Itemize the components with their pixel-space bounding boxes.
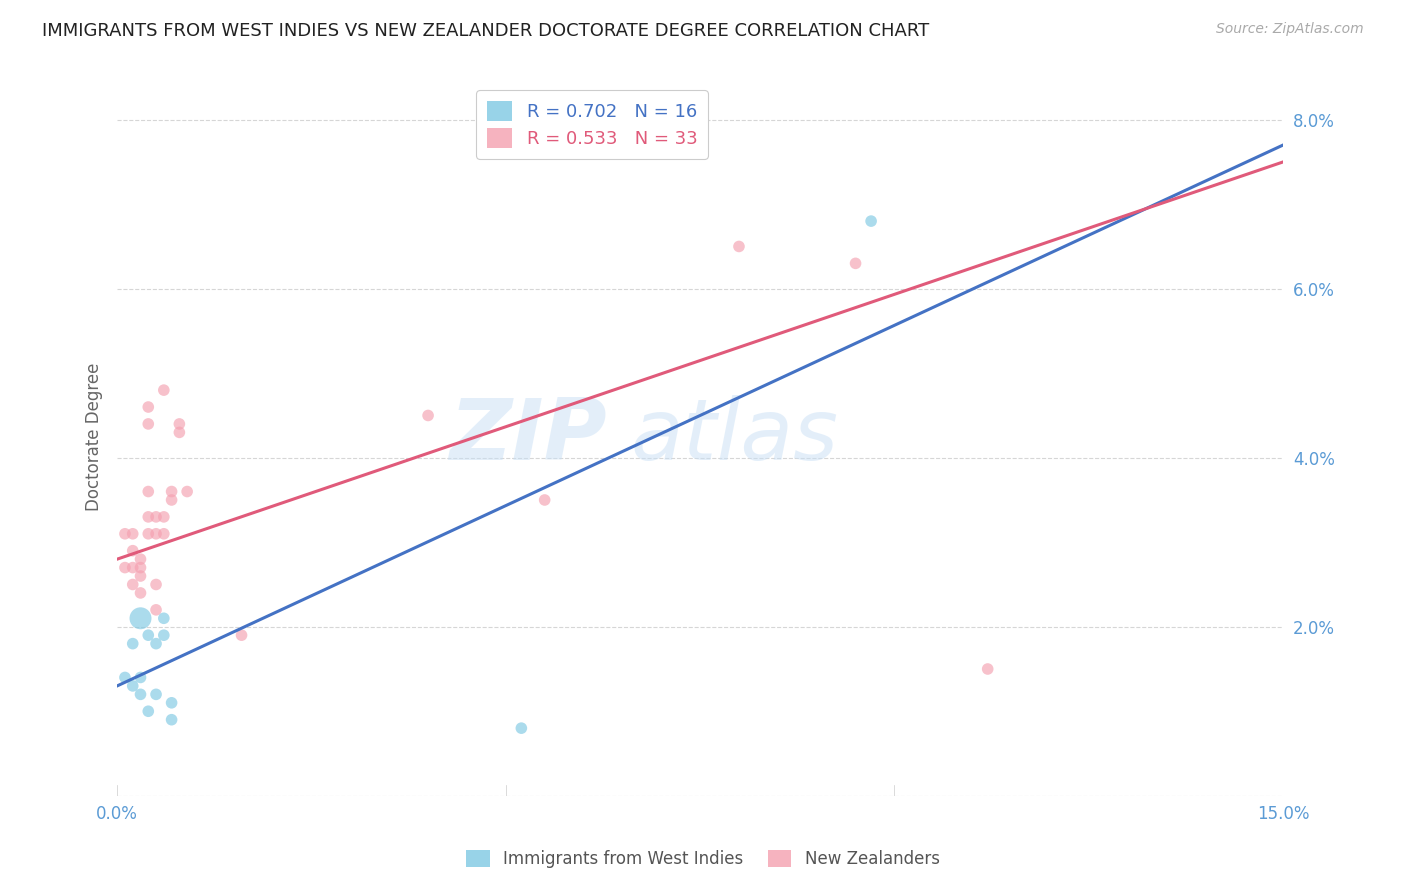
Point	[114, 526, 136, 541]
Point	[160, 696, 183, 710]
Point	[153, 509, 176, 524]
Text: Source: ZipAtlas.com: Source: ZipAtlas.com	[1216, 22, 1364, 37]
Point	[129, 586, 152, 600]
Point	[136, 628, 159, 642]
Point	[145, 526, 167, 541]
Point	[416, 409, 439, 423]
Point	[533, 493, 555, 508]
Point	[136, 417, 159, 431]
Point	[231, 628, 253, 642]
Point	[121, 560, 143, 574]
Point	[145, 577, 167, 591]
Legend: R = 0.702   N = 16, R = 0.533   N = 33: R = 0.702 N = 16, R = 0.533 N = 33	[477, 90, 709, 159]
Point	[121, 637, 143, 651]
Point	[510, 721, 533, 735]
Point	[153, 628, 176, 642]
Point	[114, 560, 136, 574]
Point	[728, 239, 751, 253]
Point	[160, 484, 183, 499]
Point	[121, 577, 143, 591]
Point	[129, 670, 152, 684]
Point	[845, 256, 868, 270]
Point	[145, 637, 167, 651]
Text: ZIP: ZIP	[450, 395, 607, 478]
Point	[136, 526, 159, 541]
Point	[153, 526, 176, 541]
Legend: Immigrants from West Indies, New Zealanders: Immigrants from West Indies, New Zealand…	[460, 843, 946, 875]
Point	[976, 662, 998, 676]
Point	[169, 425, 191, 440]
Point	[129, 687, 152, 701]
Point	[121, 679, 143, 693]
Point	[114, 670, 136, 684]
Point	[136, 509, 159, 524]
Point	[121, 543, 143, 558]
Point	[169, 417, 191, 431]
Point	[136, 704, 159, 718]
Point	[129, 552, 152, 566]
Point	[176, 484, 198, 499]
Point	[160, 713, 183, 727]
Point	[860, 214, 883, 228]
Point	[145, 509, 167, 524]
Point	[145, 687, 167, 701]
Point	[145, 603, 167, 617]
Point	[129, 611, 152, 625]
Y-axis label: Doctorate Degree: Doctorate Degree	[86, 362, 103, 511]
Text: IMMIGRANTS FROM WEST INDIES VS NEW ZEALANDER DOCTORATE DEGREE CORRELATION CHART: IMMIGRANTS FROM WEST INDIES VS NEW ZEALA…	[42, 22, 929, 40]
Point	[153, 611, 176, 625]
Point	[121, 526, 143, 541]
Point	[129, 560, 152, 574]
Point	[136, 400, 159, 414]
Point	[129, 569, 152, 583]
Point	[153, 383, 176, 397]
Text: atlas: atlas	[630, 395, 838, 478]
Point	[160, 493, 183, 508]
Point	[136, 484, 159, 499]
